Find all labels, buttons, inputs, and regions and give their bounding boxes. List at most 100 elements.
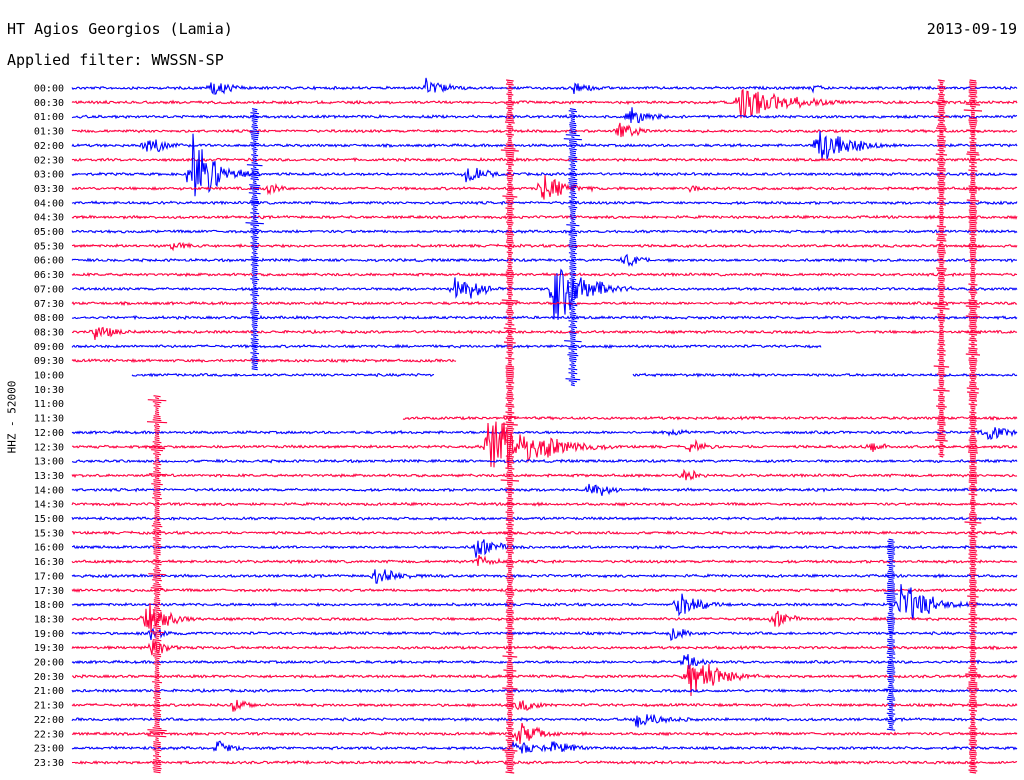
row-label: 11:00 (34, 399, 64, 410)
trace-row-0200 (71, 130, 1018, 160)
trace-row-0600 (71, 253, 1018, 267)
event-trace-4 (563, 108, 582, 387)
row-label: 20:00 (34, 658, 64, 669)
row-label: 13:30 (34, 471, 64, 482)
trace-row-1600 (71, 539, 1018, 558)
trace-row-0400 (71, 200, 1018, 206)
row-label: 12:00 (34, 428, 64, 439)
row-label: 02:00 (34, 141, 64, 152)
station-title: HT Agios Georgios (Lamia) (7, 20, 233, 38)
row-label: 02:30 (34, 155, 64, 166)
trace-row-1700 (71, 569, 1018, 584)
row-label: 12:30 (34, 442, 64, 453)
row-label: 14:30 (34, 500, 64, 511)
trace-row-1230 (71, 421, 1018, 469)
row-label: 03:00 (34, 170, 64, 181)
event-trace-0 (500, 79, 520, 774)
row-label: 06:30 (34, 270, 64, 281)
trace-row-0930 (71, 357, 457, 364)
trace-row-1730 (71, 587, 1018, 593)
row-label: 00:30 (34, 98, 64, 109)
trace-row-0730 (71, 300, 1018, 307)
filter-label: Applied filter: WWSSN-SP (7, 51, 224, 69)
row-label: 07:30 (34, 299, 64, 310)
row-label: 01:00 (34, 112, 64, 123)
trace-row-1530 (71, 530, 1018, 536)
trace-row-2000 (71, 654, 1018, 670)
row-label: 17:30 (34, 586, 64, 597)
row-label: 11:30 (34, 414, 64, 425)
row-label: 10:30 (34, 385, 64, 396)
trace-row-1500 (71, 515, 1018, 522)
trace-row-1300 (71, 458, 1018, 464)
row-label: 18:30 (34, 614, 64, 625)
row-label: 13:00 (34, 457, 64, 468)
row-label: 23:30 (34, 758, 64, 769)
event-trace-3 (245, 108, 264, 371)
row-label: 07:00 (34, 284, 64, 295)
trace-row-2130 (71, 699, 1018, 713)
trace-row-2200 (71, 713, 1018, 728)
row-label: 04:00 (34, 198, 64, 209)
trace-row-1330 (71, 468, 1018, 481)
trace-row-0500 (71, 228, 1018, 235)
trace-row-0800 (71, 314, 1018, 321)
trace-row-1200 (71, 427, 1018, 440)
trace-row-0100 (71, 107, 1018, 124)
trace-row-1930 (71, 640, 1018, 656)
trace-row-0700 (72, 268, 1018, 321)
row-label: 22:00 (34, 715, 64, 726)
event-trace-6 (883, 538, 899, 731)
row-label: 00:00 (34, 84, 64, 95)
trace-row-1000 (131, 372, 1018, 378)
row-label: 15:00 (34, 514, 64, 525)
row-label: 16:30 (34, 557, 64, 568)
row-label: 16:00 (34, 543, 64, 554)
trace-row-0430 (71, 214, 1018, 220)
trace-row-1900 (71, 627, 1018, 641)
trace-row-2230 (71, 722, 1018, 744)
row-label: 19:30 (34, 643, 64, 654)
trace-row-0030 (71, 88, 1018, 119)
trace-row-0630 (71, 272, 1018, 278)
row-label: 03:30 (34, 184, 64, 195)
row-label: 09:00 (34, 342, 64, 353)
trace-row-0000 (71, 77, 1018, 95)
row-label: 05:30 (34, 241, 64, 252)
trace-row-1630 (71, 554, 1018, 566)
row-label: 14:00 (34, 485, 64, 496)
trace-row-1800 (71, 584, 1018, 620)
row-label: 18:00 (34, 600, 64, 611)
row-label: 21:30 (34, 701, 64, 712)
trace-row-0900 (71, 343, 822, 349)
trace-row-0830 (71, 326, 1018, 340)
trace-row-0300 (71, 133, 1018, 197)
row-label: 20:30 (34, 672, 64, 683)
row-label: 10:00 (34, 371, 64, 382)
row-label: 17:00 (34, 571, 64, 582)
row-label: 21:00 (34, 686, 64, 697)
trace-row-2330 (71, 759, 1018, 766)
row-label: 08:00 (34, 313, 64, 324)
row-label: 04:30 (34, 213, 64, 224)
trace-row-0530 (71, 241, 1018, 252)
row-label: 08:30 (34, 327, 64, 338)
trace-row-2030 (71, 664, 1018, 697)
row-label: 19:00 (34, 629, 64, 640)
row-label: 06:00 (34, 256, 64, 267)
event-trace-1 (963, 79, 983, 774)
trace-row-2300 (71, 740, 1018, 754)
date-label: 2013-09-19 (926, 20, 1017, 38)
row-label: 09:30 (34, 356, 64, 367)
trace-row-0330 (71, 175, 1018, 200)
trace-row-1400 (71, 483, 1018, 496)
row-label: 15:30 (34, 528, 64, 539)
row-label: 05:00 (34, 227, 64, 238)
row-label: 01:30 (34, 127, 64, 138)
event-trace-5 (146, 395, 168, 774)
trace-row-1130 (402, 415, 1018, 421)
trace-row-1830 (71, 602, 1018, 633)
trace-row-2100 (71, 687, 1018, 694)
